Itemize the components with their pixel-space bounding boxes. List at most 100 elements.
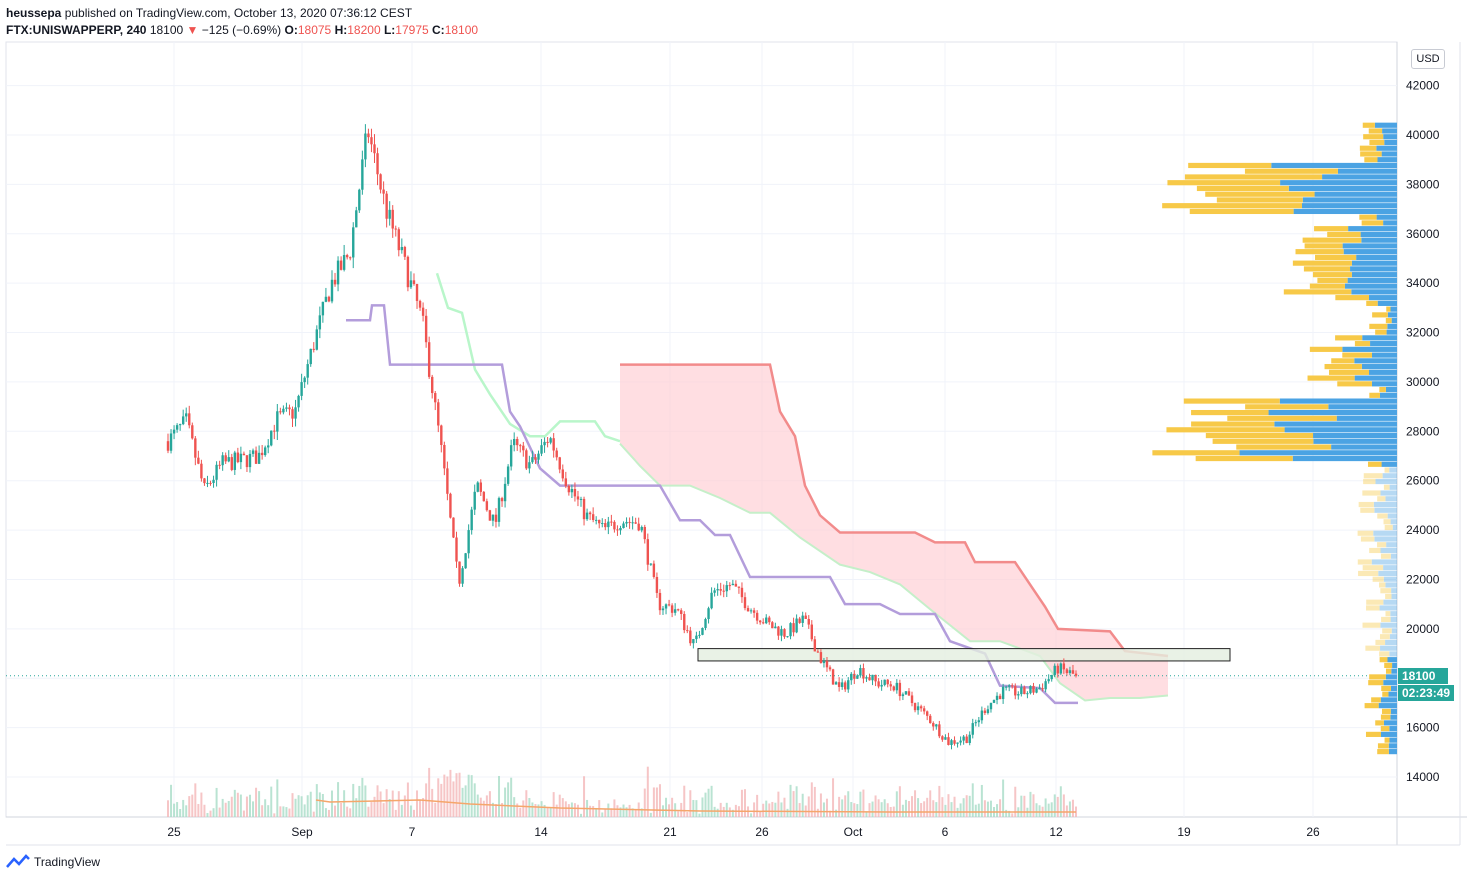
candle	[1050, 674, 1053, 817]
volume-bar	[270, 786, 273, 817]
vp-down-bar	[1379, 634, 1390, 640]
candle-body	[819, 652, 823, 664]
vp-down-bar	[1342, 352, 1372, 358]
candle	[944, 734, 947, 817]
brand-name: TradingView	[34, 855, 101, 869]
volume-bar	[461, 787, 464, 817]
vp-up-bar	[1374, 536, 1397, 542]
volume-profile-row	[1358, 570, 1397, 577]
volume-bar	[768, 803, 771, 817]
candle	[394, 225, 397, 817]
candle-body	[850, 673, 853, 681]
volume-bar	[941, 797, 944, 817]
tradingview-logo[interactable]: TradingView	[6, 854, 100, 870]
volume-bar	[501, 803, 504, 817]
candle	[352, 222, 355, 817]
candle	[209, 480, 212, 817]
candle	[230, 453, 233, 817]
vp-down-bar	[1189, 208, 1294, 215]
volume-bar	[731, 809, 734, 817]
volume-bar	[379, 791, 382, 817]
vp-down-bar	[1303, 266, 1351, 272]
conversion-line	[346, 304, 1078, 705]
vp-down-bar	[1385, 668, 1392, 674]
price-tick-label: 16000	[1406, 721, 1440, 735]
candle-body	[342, 255, 346, 270]
candle-body	[579, 498, 583, 500]
candle-body	[552, 438, 555, 451]
vp-down-bar	[1309, 346, 1343, 352]
vp-up-bar	[1378, 570, 1397, 577]
volume-bar	[789, 784, 792, 817]
candle	[1053, 663, 1056, 817]
candle	[257, 445, 261, 817]
volume-profile-row	[1359, 145, 1397, 151]
volume-profile-row	[1295, 249, 1397, 255]
candle	[749, 608, 753, 817]
volume-bar	[488, 791, 491, 817]
candle-body	[828, 667, 832, 670]
volume-bar	[564, 801, 567, 817]
vp-up-bar	[1336, 415, 1397, 421]
vp-down-bar	[1357, 530, 1374, 536]
candle-body	[206, 482, 209, 484]
volume-bar	[367, 806, 370, 817]
vp-up-bar	[1274, 421, 1397, 427]
volume-bar	[710, 785, 713, 817]
currency-button[interactable]: USD	[1411, 49, 1445, 69]
volume-profile-row	[1167, 180, 1397, 186]
candle	[300, 373, 303, 817]
volume-bar	[619, 807, 622, 817]
vp-down-bar	[1245, 404, 1329, 410]
candle	[837, 677, 841, 817]
candle	[871, 674, 874, 817]
candle-body	[695, 635, 698, 640]
vp-up-bar	[1388, 749, 1397, 755]
volume-profile-row	[1380, 726, 1397, 732]
volume-bar	[1032, 794, 1035, 817]
vp-down-bar	[1335, 335, 1363, 341]
candle-body	[749, 610, 753, 612]
volume-profile-row	[1380, 553, 1397, 559]
vp-down-bar	[1152, 450, 1240, 456]
volume-bar	[191, 794, 194, 817]
candle-body	[646, 539, 650, 565]
candle-body	[792, 623, 795, 633]
candle-body	[549, 438, 552, 443]
vp-down-bar	[1369, 392, 1380, 398]
volume-bar	[810, 782, 813, 817]
vp-up-bar	[1389, 726, 1397, 732]
candle	[1056, 663, 1059, 817]
symbol-label[interactable]: FTX:UNISWAPPERP, 240	[6, 23, 147, 37]
candle	[522, 441, 525, 817]
candle-body	[1014, 686, 1017, 696]
vp-down-bar	[1307, 375, 1355, 381]
candle-body	[610, 521, 613, 523]
candle-body	[209, 482, 212, 484]
candle-body	[345, 255, 349, 258]
vp-up-bar	[1373, 530, 1397, 536]
candle	[959, 736, 962, 817]
candle-body	[470, 509, 473, 531]
volume-bar	[862, 789, 865, 817]
candle	[282, 405, 285, 817]
low-value: 17975	[395, 23, 429, 37]
vp-up-bar	[1354, 358, 1397, 364]
candle-body	[522, 445, 525, 451]
volume-bar	[1068, 801, 1071, 817]
candle-body	[251, 450, 255, 454]
candle	[1035, 687, 1038, 817]
candle	[385, 191, 388, 817]
volume-bar	[528, 797, 531, 817]
candle-body	[561, 469, 564, 479]
volume-profile-row	[1381, 685, 1397, 691]
candle-body	[531, 457, 534, 463]
candle-body	[986, 709, 990, 714]
vp-up-bar	[1382, 128, 1397, 134]
volume-profile-row	[1191, 421, 1397, 427]
volume-profile-row	[1369, 674, 1397, 680]
candle	[555, 447, 558, 817]
candle-body	[509, 445, 513, 467]
volume-bar	[914, 790, 917, 817]
